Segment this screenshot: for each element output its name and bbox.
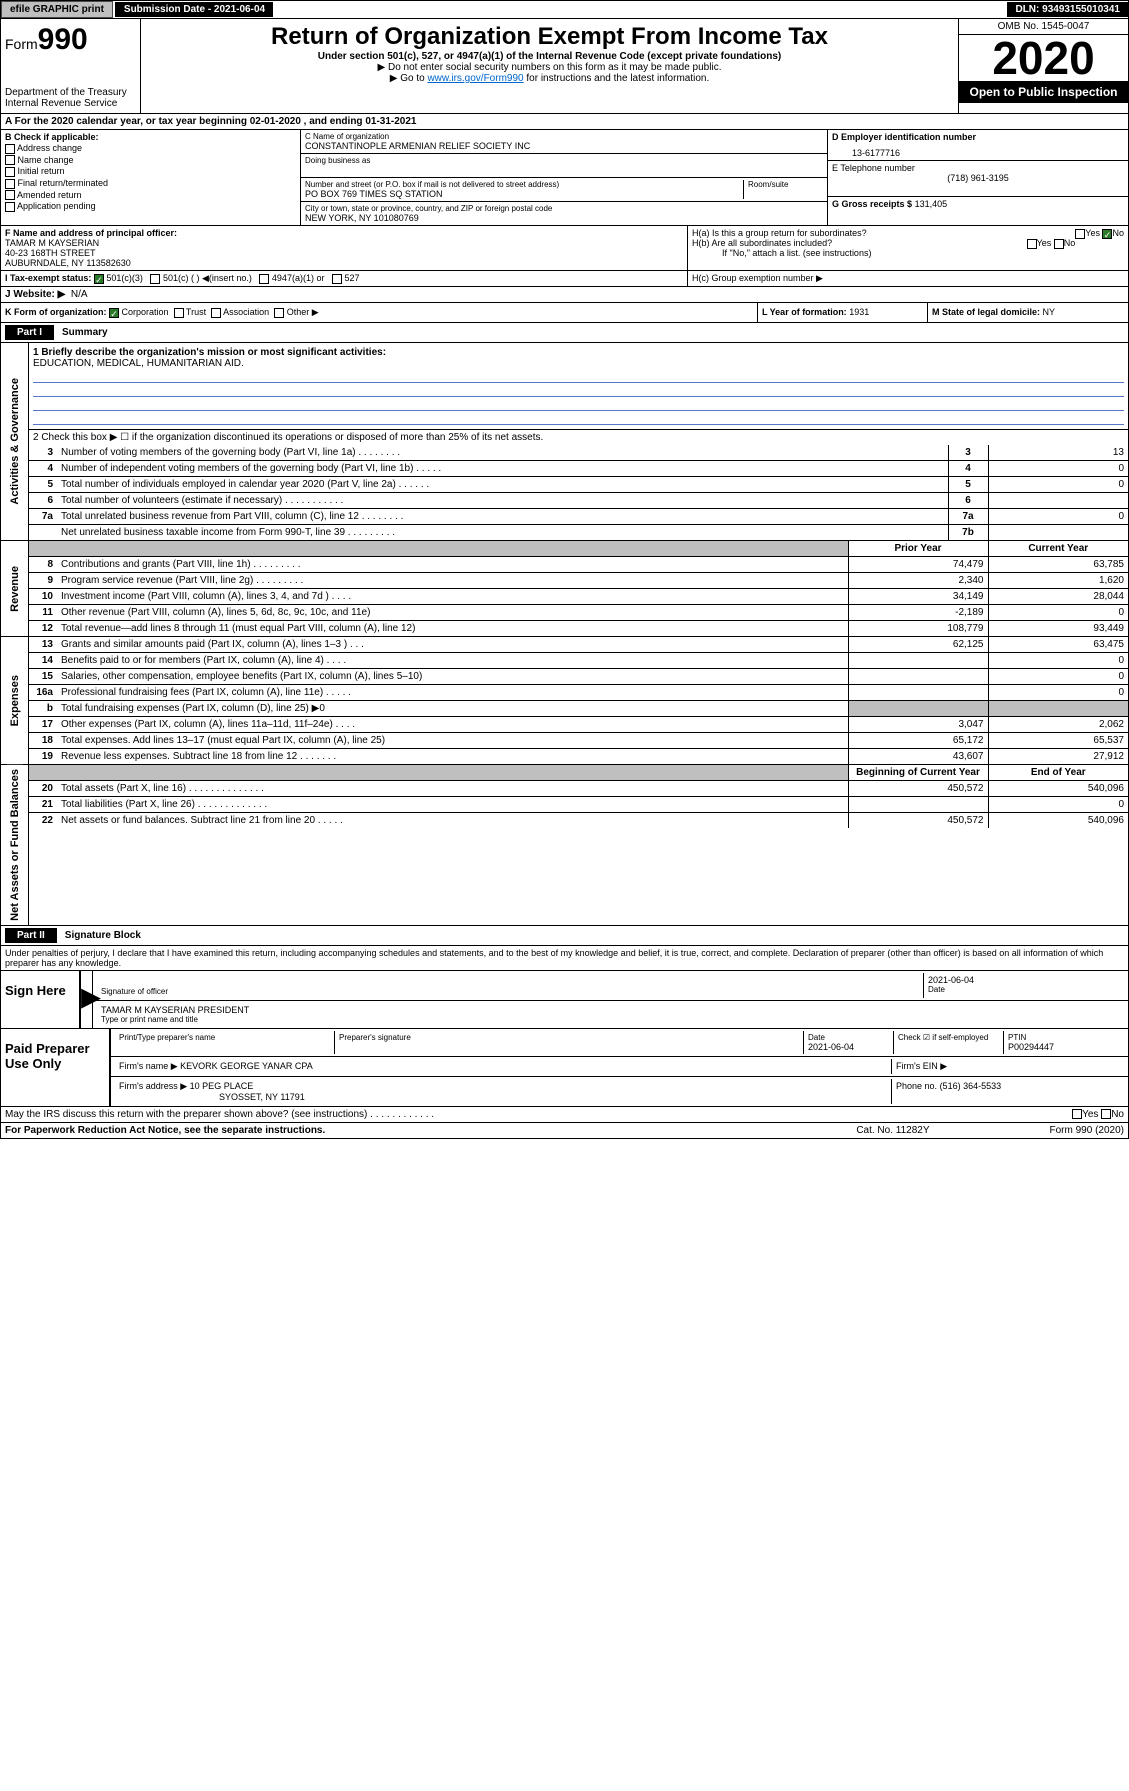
domicile: NY bbox=[1043, 307, 1056, 317]
dln: DLN: 93493155010341 bbox=[1007, 2, 1128, 17]
section-c: C Name of organizationCONSTANTINOPLE ARM… bbox=[301, 130, 828, 225]
topbar: efile GRAPHIC print Submission Date - 20… bbox=[0, 0, 1129, 19]
rev-section: Revenue Prior YearCurrent Year8Contribut… bbox=[0, 541, 1129, 637]
gross: 131,405 bbox=[915, 199, 948, 209]
note-ssn: ▶ Do not enter social security numbers o… bbox=[145, 62, 954, 73]
org-name: CONSTANTINOPLE ARMENIAN RELIEF SOCIETY I… bbox=[305, 141, 823, 151]
part2-header: Part IISignature Block bbox=[0, 926, 1129, 946]
chk-initial[interactable]: Initial return bbox=[5, 166, 296, 177]
website-row: J Website: ▶ N/A bbox=[0, 287, 1129, 303]
form-id: Form990 bbox=[5, 23, 136, 57]
dept: Department of the Treasury Internal Reve… bbox=[5, 87, 136, 109]
part1-header: Part ISummary bbox=[0, 323, 1129, 343]
officer-row: F Name and address of principal officer:… bbox=[0, 226, 1129, 271]
gov-section: Activities & Governance 1 Briefly descri… bbox=[0, 343, 1129, 541]
paid-area: Paid Preparer Use Only Print/Type prepar… bbox=[0, 1029, 1129, 1107]
section-d: D Employer identification number13-61777… bbox=[828, 130, 1128, 225]
note-link: ▶ Go to www.irs.gov/Form990 for instruct… bbox=[145, 73, 954, 84]
chk-name[interactable]: Name change bbox=[5, 155, 296, 166]
section-b: B Check if applicable: Address change Na… bbox=[1, 130, 301, 225]
firm-phone: (516) 364-5533 bbox=[940, 1081, 1002, 1091]
chk-final[interactable]: Final return/terminated bbox=[5, 178, 296, 189]
sign-area: Sign Here ▸ Signature of officer2021-06-… bbox=[0, 971, 1129, 1029]
phone: (718) 961-3195 bbox=[832, 173, 1124, 183]
ptin: P00294447 bbox=[1008, 1042, 1120, 1052]
chk-501c3[interactable]: ✓ bbox=[94, 274, 104, 284]
signer-name: TAMAR M KAYSERIAN PRESIDENT bbox=[101, 1005, 1120, 1015]
form-title: Return of Organization Exempt From Incom… bbox=[145, 23, 954, 51]
dba bbox=[305, 165, 823, 175]
tax-status-row: I Tax-exempt status: ✓ 501(c)(3) 501(c) … bbox=[0, 271, 1129, 287]
officer-name: TAMAR M KAYSERIAN bbox=[5, 238, 99, 248]
org-form-row: K Form of organization: ✓ Corporation Tr… bbox=[0, 303, 1129, 323]
chk-amended[interactable]: Amended return bbox=[5, 190, 296, 201]
org-info-row: B Check if applicable: Address change Na… bbox=[0, 130, 1129, 226]
period-row: A For the 2020 calendar year, or tax yea… bbox=[0, 114, 1129, 130]
chk-pending[interactable]: Application pending bbox=[5, 201, 296, 212]
tax-year: 2020 bbox=[959, 35, 1128, 81]
efile-btn[interactable]: efile GRAPHIC print bbox=[1, 1, 113, 18]
submission-date: Submission Date - 2021-06-04 bbox=[115, 2, 273, 17]
footer: For Paperwork Reduction Act Notice, see … bbox=[0, 1123, 1129, 1139]
website: N/A bbox=[71, 289, 88, 300]
discuss-row: May the IRS discuss this return with the… bbox=[0, 1107, 1129, 1123]
ein: 13-6177716 bbox=[832, 142, 1124, 158]
firm-name: KEVORK GEORGE YANAR CPA bbox=[180, 1061, 313, 1071]
declaration: Under penalties of perjury, I declare th… bbox=[0, 946, 1129, 971]
city: NEW YORK, NY 101080769 bbox=[305, 213, 823, 223]
street: PO BOX 769 TIMES SQ STATION bbox=[305, 189, 743, 199]
net-section: Net Assets or Fund Balances Beginning of… bbox=[0, 765, 1129, 926]
form-subtitle: Under section 501(c), 527, or 4947(a)(1)… bbox=[145, 51, 954, 62]
form-header: Form990 Department of the Treasury Inter… bbox=[0, 19, 1129, 114]
chk-address[interactable]: Address change bbox=[5, 143, 296, 154]
exp-section: Expenses 13Grants and similar amounts pa… bbox=[0, 637, 1129, 765]
open-inspection: Open to Public Inspection bbox=[959, 81, 1128, 103]
mission: EDUCATION, MEDICAL, HUMANITARIAN AID. bbox=[33, 358, 244, 369]
irs-link[interactable]: www.irs.gov/Form990 bbox=[427, 73, 523, 84]
year-formed: 1931 bbox=[849, 307, 869, 317]
